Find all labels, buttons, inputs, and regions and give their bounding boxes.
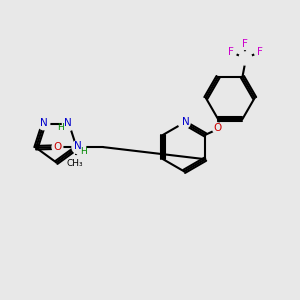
Text: N: N <box>182 117 190 127</box>
Text: N: N <box>64 118 71 128</box>
Circle shape <box>212 123 223 134</box>
Circle shape <box>254 46 265 57</box>
Text: O: O <box>53 142 62 152</box>
Circle shape <box>239 52 252 65</box>
Text: H: H <box>80 147 87 156</box>
Circle shape <box>72 140 86 154</box>
Text: F: F <box>257 47 262 57</box>
Text: H: H <box>57 123 64 132</box>
Circle shape <box>38 118 50 130</box>
Text: N: N <box>40 118 48 128</box>
Circle shape <box>240 39 251 50</box>
Circle shape <box>178 117 190 129</box>
Text: F: F <box>228 47 234 57</box>
Text: CH₃: CH₃ <box>67 159 84 168</box>
Circle shape <box>52 142 63 152</box>
Circle shape <box>68 156 83 171</box>
Text: F: F <box>242 39 248 49</box>
Circle shape <box>62 117 76 130</box>
Text: N: N <box>74 141 82 151</box>
Text: O: O <box>214 123 222 133</box>
Circle shape <box>226 46 236 57</box>
